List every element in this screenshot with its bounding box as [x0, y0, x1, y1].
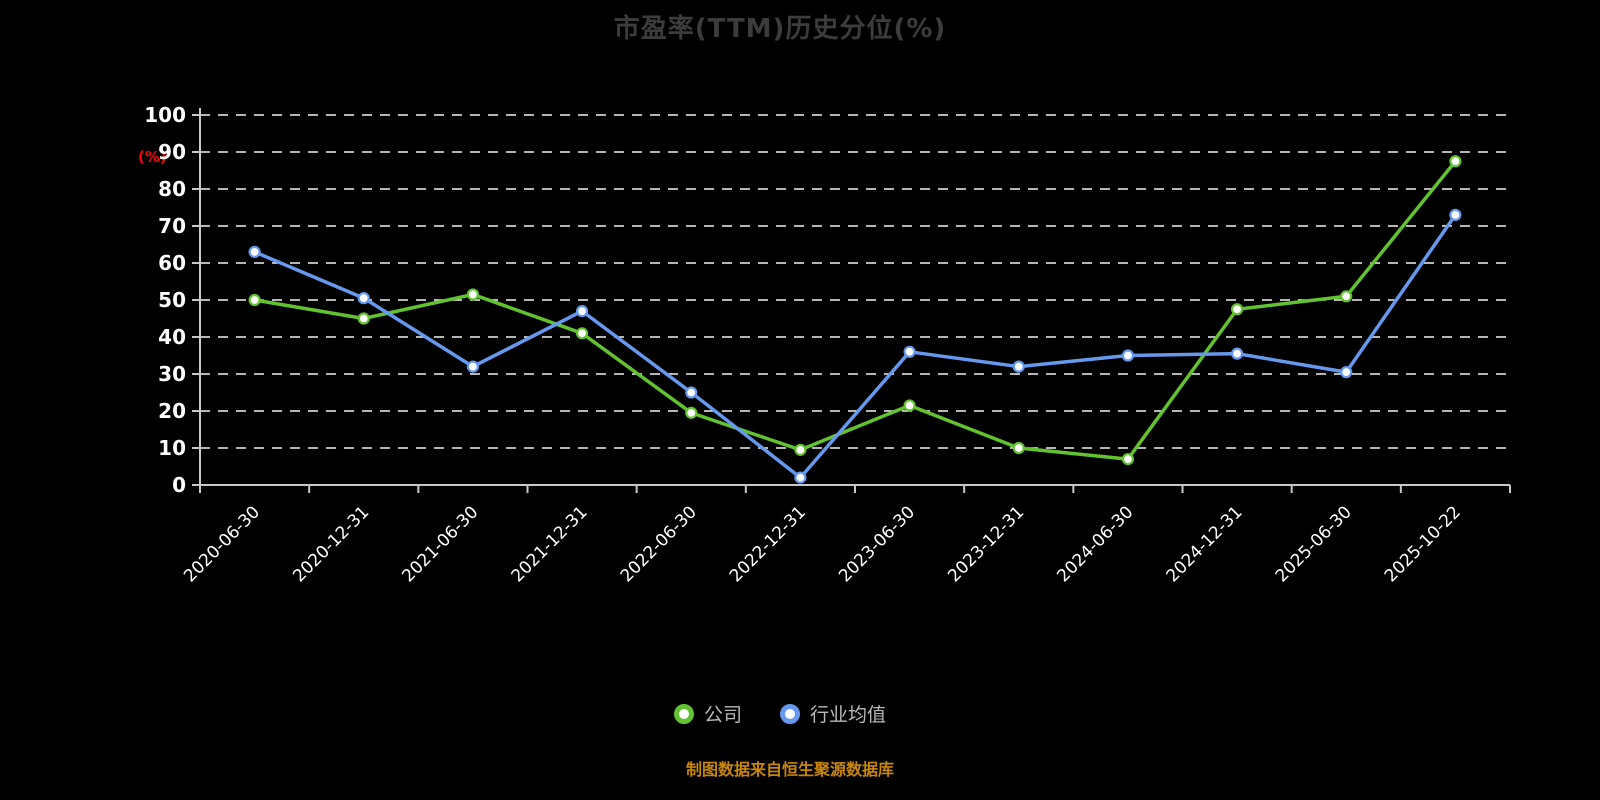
y-tick-label: 80: [158, 177, 186, 201]
x-tick-label: 2025-10-22: [1381, 502, 1465, 586]
legend-item-industry-average[interactable]: 行业均值: [780, 700, 886, 727]
legend-label-industry-average: 行业均值: [810, 704, 887, 726]
x-tick-label: 2025-06-30: [1272, 502, 1356, 586]
data-point-company: [1449, 155, 1462, 168]
data-point-industry-average: [1012, 360, 1025, 373]
data-source-note: 制图数据来自恒生聚源数据库: [685, 760, 894, 779]
y-tick-label: 20: [158, 399, 186, 423]
series-line-company: [252, 159, 1458, 461]
x-tick-label: 2022-06-30: [617, 502, 701, 586]
data-point-company: [466, 288, 480, 301]
x-tick-label: 2022-12-31: [726, 502, 810, 586]
data-point-company: [1121, 453, 1135, 466]
data-point-industry-average: [1340, 366, 1353, 379]
x-tick-label: 2021-06-30: [398, 502, 482, 586]
x-tick-label: 2020-12-31: [289, 502, 373, 586]
chart-legend: 公司 行业均值: [0, 700, 1560, 727]
data-point-company: [1340, 290, 1353, 303]
data-point-industry-average: [248, 245, 261, 258]
data-point-industry-average: [685, 386, 698, 399]
industry-average-series-marker-icon: [780, 703, 800, 724]
x-tick-label: 2023-12-31: [944, 502, 1028, 586]
data-point-industry-average: [794, 471, 807, 484]
data-point-industry-average: [466, 360, 480, 373]
data-point-company: [357, 312, 370, 325]
data-point-industry-average: [1230, 347, 1244, 360]
y-tick-label: 70: [158, 214, 186, 238]
data-point-industry-average: [357, 292, 370, 305]
y-tick-label: 10: [158, 436, 186, 460]
x-tick-label: 2024-12-31: [1163, 502, 1247, 586]
x-tick-label: 2023-06-30: [835, 502, 919, 586]
data-point-company: [575, 327, 589, 340]
y-tick-label: 40: [158, 325, 186, 349]
y-tick-label: 100: [144, 103, 186, 127]
x-tick-label: 2020-06-30: [180, 502, 264, 586]
y-tick-label: 50: [158, 288, 186, 312]
legend-label-company: 公司: [703, 704, 742, 726]
data-point-company: [1230, 303, 1244, 316]
y-tick-label: 60: [158, 251, 186, 275]
data-point-company: [685, 406, 698, 419]
data-point-industry-average: [1449, 208, 1462, 221]
company-series-marker-icon: [673, 703, 694, 724]
data-point-industry-average: [575, 305, 589, 318]
data-point-industry-average: [1121, 349, 1135, 362]
y-axis-unit-label: (%): [138, 148, 167, 166]
y-tick-label: 30: [158, 362, 186, 386]
data-point-company: [248, 293, 261, 307]
data-point-industry-average: [903, 345, 916, 358]
data-point-company: [794, 443, 807, 456]
legend-item-company[interactable]: 公司: [673, 700, 742, 727]
y-tick-label: 90: [158, 140, 186, 164]
chart-title: 市盈率(TTM)历史分位(%): [613, 14, 947, 44]
x-tick-label: 2024-06-30: [1053, 502, 1137, 586]
series-line-industry-average: [252, 213, 1458, 480]
x-tick-label: 2021-12-31: [508, 502, 592, 586]
data-point-company: [903, 399, 916, 412]
data-point-company: [1012, 441, 1025, 455]
y-tick-label: 0: [172, 473, 186, 497]
